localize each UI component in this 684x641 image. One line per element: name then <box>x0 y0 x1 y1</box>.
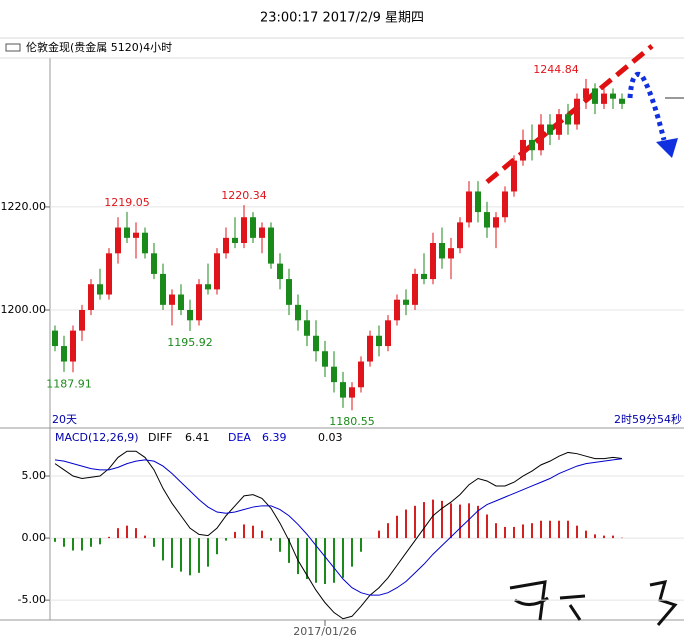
candle-body <box>106 253 112 295</box>
candle-body <box>133 232 139 238</box>
countdown: 2时59分54秒 <box>614 412 682 426</box>
candle-body <box>286 279 292 305</box>
candle-body <box>439 243 445 259</box>
candle-body <box>79 309 85 331</box>
candle-body <box>529 139 535 151</box>
candle-body <box>601 93 607 104</box>
candle-body <box>196 284 202 321</box>
candle-body <box>412 273 418 305</box>
y-tick-label: -5.00 <box>18 593 46 606</box>
high-label: 1244.84 <box>533 63 579 76</box>
candle-body <box>340 382 346 398</box>
candle-body <box>448 248 454 259</box>
candle-body <box>241 217 247 243</box>
low-label: 1180.55 <box>329 415 375 428</box>
forecast-arrow <box>627 71 667 141</box>
y-tick-label: 5.00 <box>22 469 47 482</box>
candle-body <box>250 217 256 238</box>
candle-body <box>421 273 427 280</box>
candle-body <box>475 191 481 213</box>
trend-line <box>485 44 654 184</box>
candle-body <box>187 309 193 321</box>
candle-body <box>322 351 328 367</box>
candle-body <box>358 361 364 388</box>
legend-label: DIFF <box>148 431 172 444</box>
candle-body <box>142 232 148 254</box>
candle-body <box>313 335 319 352</box>
candle-body <box>268 227 274 264</box>
candle-body <box>610 93 616 99</box>
y-tick-label: 1220.00 <box>1 200 47 213</box>
candle-body <box>394 299 400 321</box>
high-label: 1220.34 <box>221 189 267 202</box>
chart-icon <box>5 43 21 52</box>
y-tick-label: 0.00 <box>22 531 47 544</box>
candle-body <box>61 346 67 362</box>
macd-line <box>54 450 623 620</box>
candle-body <box>547 124 553 135</box>
candle-body <box>205 284 211 290</box>
candle-body <box>493 217 499 228</box>
candle-body <box>484 212 490 228</box>
candle-body <box>331 366 337 383</box>
candle-body <box>592 88 598 104</box>
candle-body <box>466 191 472 223</box>
high-label: 1219.05 <box>104 196 150 209</box>
candle-body <box>151 253 157 274</box>
chart-title: 伦敦金现(贵金属 5120)4小时 <box>26 40 172 54</box>
candle-body <box>403 299 409 305</box>
signature <box>509 580 678 626</box>
candle-body <box>520 139 526 161</box>
candle-body <box>556 114 562 135</box>
x-tick-label: 2017/01/26 <box>293 625 356 638</box>
candle-body <box>232 237 238 243</box>
candle-body <box>52 330 58 347</box>
candle-body <box>367 335 373 362</box>
candle-body <box>430 243 436 280</box>
candle-body <box>565 114 571 125</box>
candle-body <box>70 330 76 362</box>
low-label: 1187.91 <box>46 377 92 390</box>
y-tick-label: 1200.00 <box>1 303 47 316</box>
legend-value: 6.41 <box>185 431 210 444</box>
candle-body <box>511 160 517 192</box>
macd-line <box>54 458 623 596</box>
low-label: 1195.92 <box>167 336 213 349</box>
candle-body <box>88 284 94 310</box>
candle-body <box>304 320 310 336</box>
candle-body <box>574 98 580 125</box>
candle-body <box>295 304 301 321</box>
candle-body <box>277 263 283 280</box>
candle-body <box>385 320 391 347</box>
legend-label: DEA <box>228 431 251 444</box>
candle-body <box>376 335 382 347</box>
candle-body <box>538 124 544 151</box>
candle-body <box>259 227 265 238</box>
candle-body <box>115 227 121 254</box>
candle-body <box>619 98 625 104</box>
candle-body <box>178 294 184 310</box>
hist-value: 0.03 <box>318 431 343 444</box>
candle-body <box>223 237 229 254</box>
candle-body <box>457 222 463 249</box>
candle-body <box>214 253 220 290</box>
candle-body <box>169 294 175 305</box>
page-title: 23:00:17 2017/2/9 星期四 <box>260 11 424 26</box>
candle-body <box>502 191 508 218</box>
arrow-head <box>656 138 678 158</box>
candle-body <box>349 387 355 398</box>
macd-title: MACD(12,26,9) <box>55 431 139 444</box>
candle-body <box>124 227 130 238</box>
candle-body <box>160 273 166 305</box>
legend-value: 6.39 <box>262 431 287 444</box>
period-label: 20天 <box>52 413 77 426</box>
candle-body <box>97 284 103 295</box>
candle-body <box>583 88 589 99</box>
